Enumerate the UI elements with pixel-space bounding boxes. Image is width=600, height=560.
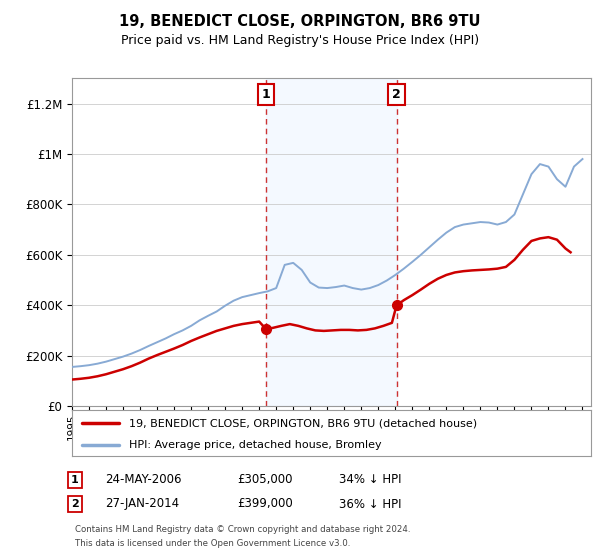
Text: Price paid vs. HM Land Registry's House Price Index (HPI): Price paid vs. HM Land Registry's House … (121, 34, 479, 46)
Text: This data is licensed under the Open Government Licence v3.0.: This data is licensed under the Open Gov… (75, 539, 350, 548)
Text: 36% ↓ HPI: 36% ↓ HPI (339, 497, 401, 511)
Text: 19, BENEDICT CLOSE, ORPINGTON, BR6 9TU (detached house): 19, BENEDICT CLOSE, ORPINGTON, BR6 9TU (… (129, 418, 477, 428)
Bar (266, 78, 397, 406)
Text: Contains HM Land Registry data © Crown copyright and database right 2024.: Contains HM Land Registry data © Crown c… (75, 525, 410, 534)
Text: 24-MAY-2006: 24-MAY-2006 (105, 473, 182, 487)
Text: 27-JAN-2014: 27-JAN-2014 (105, 497, 179, 511)
Text: £305,000: £305,000 (237, 473, 293, 487)
Text: £399,000: £399,000 (237, 497, 293, 511)
Text: 1: 1 (71, 475, 79, 485)
Text: 34% ↓ HPI: 34% ↓ HPI (339, 473, 401, 487)
Text: 2: 2 (392, 88, 401, 101)
Text: 19, BENEDICT CLOSE, ORPINGTON, BR6 9TU: 19, BENEDICT CLOSE, ORPINGTON, BR6 9TU (119, 14, 481, 29)
Text: 1: 1 (262, 88, 271, 101)
Text: HPI: Average price, detached house, Bromley: HPI: Average price, detached house, Brom… (129, 440, 382, 450)
Text: 2: 2 (71, 499, 79, 509)
